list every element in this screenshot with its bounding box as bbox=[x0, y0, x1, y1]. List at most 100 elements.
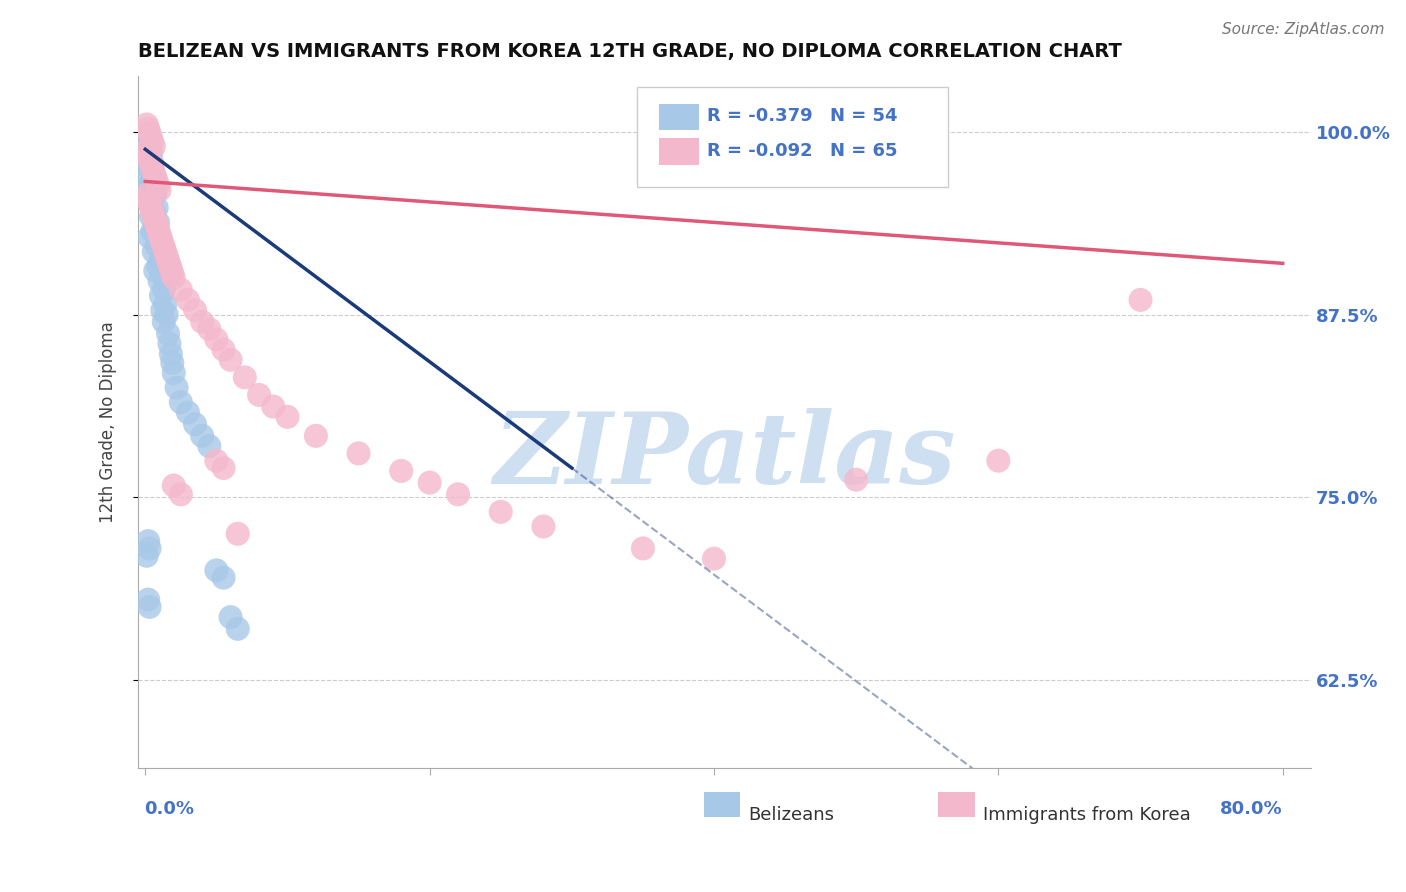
Point bbox=[136, 534, 159, 549]
Point bbox=[139, 130, 162, 145]
Point bbox=[1129, 293, 1152, 307]
Text: 80.0%: 80.0% bbox=[1220, 800, 1282, 818]
Point bbox=[987, 453, 1010, 467]
Point bbox=[347, 446, 370, 460]
Point bbox=[138, 153, 160, 167]
Point bbox=[247, 388, 270, 402]
FancyBboxPatch shape bbox=[703, 792, 740, 817]
Text: ZIPatlas: ZIPatlas bbox=[494, 409, 956, 505]
Point bbox=[163, 478, 186, 492]
Text: Source: ZipAtlas.com: Source: ZipAtlas.com bbox=[1222, 22, 1385, 37]
Point bbox=[447, 487, 470, 501]
Point bbox=[160, 347, 183, 361]
Point bbox=[205, 453, 228, 467]
Point bbox=[138, 541, 160, 556]
Point bbox=[233, 370, 256, 384]
Point bbox=[146, 223, 169, 237]
Point bbox=[159, 258, 181, 272]
Point bbox=[150, 303, 173, 318]
Point bbox=[148, 274, 170, 288]
Text: BELIZEAN VS IMMIGRANTS FROM KOREA 12TH GRADE, NO DIPLOMA CORRELATION CHART: BELIZEAN VS IMMIGRANTS FROM KOREA 12TH G… bbox=[138, 42, 1122, 61]
Point bbox=[198, 439, 221, 453]
Point bbox=[212, 571, 235, 585]
Point bbox=[162, 356, 184, 370]
Point bbox=[146, 215, 169, 229]
Point bbox=[184, 303, 207, 318]
Point bbox=[703, 551, 725, 566]
Point bbox=[219, 610, 242, 624]
Point bbox=[135, 166, 157, 180]
Point bbox=[177, 405, 200, 419]
Point bbox=[141, 157, 163, 171]
Point bbox=[148, 235, 170, 249]
Point bbox=[262, 400, 284, 414]
FancyBboxPatch shape bbox=[637, 87, 948, 186]
Point bbox=[135, 144, 157, 158]
Point bbox=[143, 186, 166, 201]
Point bbox=[143, 263, 166, 277]
Point bbox=[157, 253, 180, 268]
Point bbox=[142, 139, 165, 153]
Point bbox=[157, 326, 180, 341]
Point bbox=[136, 151, 159, 165]
Point bbox=[198, 322, 221, 336]
FancyBboxPatch shape bbox=[659, 103, 699, 130]
Point bbox=[143, 219, 166, 234]
Point bbox=[142, 210, 165, 224]
Point bbox=[162, 267, 184, 281]
Point bbox=[149, 231, 172, 245]
Point bbox=[205, 332, 228, 346]
Point bbox=[135, 118, 157, 132]
Text: N = 65: N = 65 bbox=[830, 142, 898, 160]
Point bbox=[156, 308, 179, 322]
Point bbox=[136, 121, 159, 136]
Point bbox=[143, 170, 166, 185]
FancyBboxPatch shape bbox=[938, 792, 974, 817]
FancyBboxPatch shape bbox=[659, 138, 699, 165]
Point bbox=[142, 244, 165, 259]
Point bbox=[136, 592, 159, 607]
Point bbox=[150, 235, 173, 250]
Point bbox=[138, 126, 160, 140]
Point bbox=[184, 417, 207, 432]
Point bbox=[139, 157, 162, 171]
Point bbox=[631, 541, 654, 556]
Point bbox=[146, 178, 169, 193]
Point bbox=[166, 381, 188, 395]
Point bbox=[138, 196, 160, 211]
Point bbox=[845, 473, 868, 487]
Point bbox=[139, 146, 162, 161]
Point bbox=[152, 283, 174, 297]
Text: 0.0%: 0.0% bbox=[143, 800, 194, 818]
Point bbox=[141, 190, 163, 204]
Point bbox=[170, 395, 193, 409]
Point bbox=[163, 271, 186, 285]
Point bbox=[136, 148, 159, 162]
Point bbox=[142, 166, 165, 180]
Point bbox=[155, 297, 177, 311]
Point bbox=[142, 205, 165, 219]
Point bbox=[152, 315, 174, 329]
Text: Immigrants from Korea: Immigrants from Korea bbox=[983, 805, 1191, 823]
Text: R = -0.379: R = -0.379 bbox=[707, 107, 813, 125]
Point bbox=[150, 268, 173, 282]
Point bbox=[531, 519, 554, 533]
Point bbox=[226, 622, 249, 636]
Point bbox=[489, 505, 512, 519]
Point bbox=[141, 135, 163, 149]
Point bbox=[170, 487, 193, 501]
Point bbox=[389, 464, 412, 478]
Point bbox=[138, 139, 160, 153]
Point bbox=[138, 161, 160, 176]
Point bbox=[145, 219, 167, 233]
Y-axis label: 12th Grade, No Diploma: 12th Grade, No Diploma bbox=[100, 321, 117, 523]
Point bbox=[276, 409, 298, 424]
Text: N = 54: N = 54 bbox=[830, 107, 898, 125]
Point bbox=[143, 214, 166, 228]
Point bbox=[141, 224, 163, 238]
Point bbox=[191, 315, 214, 329]
Point bbox=[135, 187, 157, 202]
Point bbox=[170, 283, 193, 297]
Point bbox=[138, 194, 160, 209]
Point bbox=[146, 259, 169, 273]
